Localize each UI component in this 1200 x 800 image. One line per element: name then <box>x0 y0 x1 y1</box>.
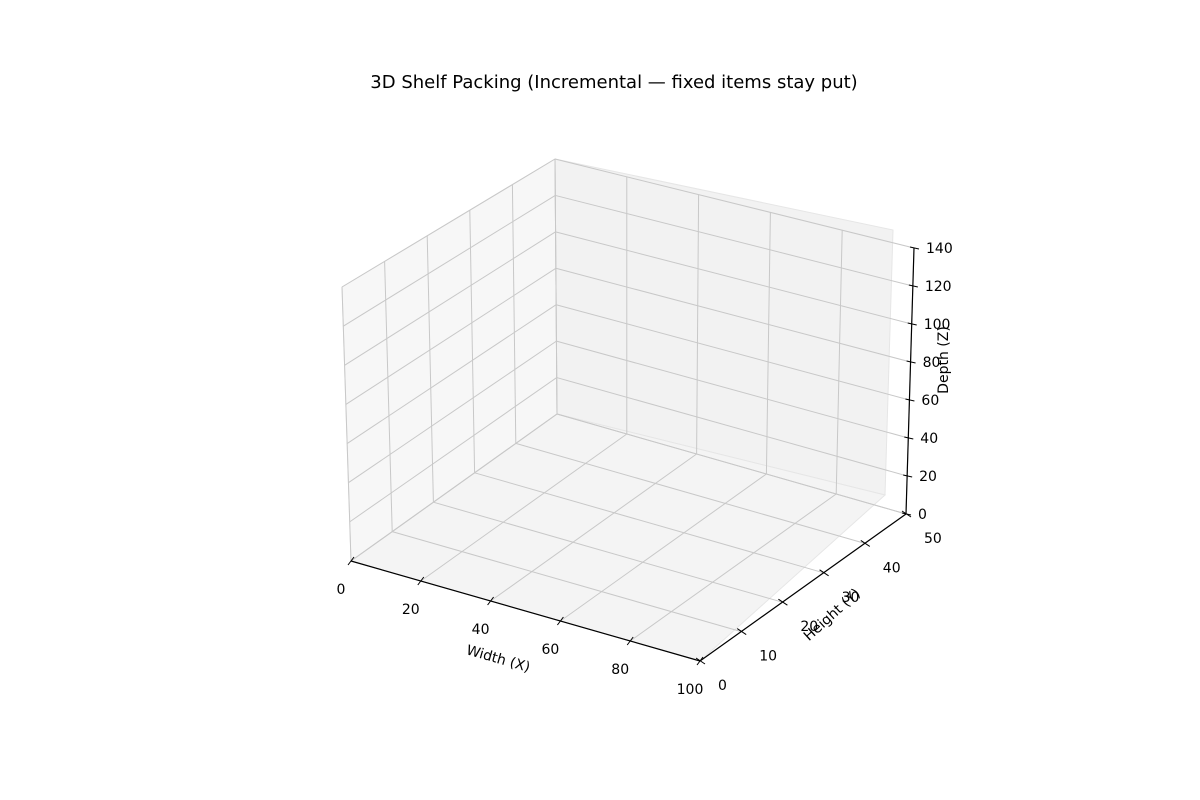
z-tick-label: 20 <box>919 469 937 485</box>
y-axis-line <box>699 513 907 662</box>
z-grid-line-back <box>556 413 907 515</box>
y-tick-label: 10 <box>759 649 777 665</box>
y-tick-mark <box>778 598 788 606</box>
y-tick-mark <box>860 539 871 547</box>
y-grid-line-side <box>341 286 352 562</box>
z-tick-label: 140 <box>926 241 953 257</box>
z-tick-mark <box>905 398 915 402</box>
z-grid-line-back <box>555 267 911 363</box>
y-tick-mark <box>736 628 747 636</box>
x-tick-mark <box>626 636 634 646</box>
y-grid-line-floor <box>515 442 865 544</box>
x-grid-line-back <box>765 212 771 475</box>
x-grid-line-floor <box>420 433 628 582</box>
y-grid-line-floor <box>392 531 742 633</box>
x-tick-label: 100 <box>677 682 704 698</box>
z-grid-line-side <box>345 267 557 405</box>
x-axis-line <box>350 560 701 662</box>
x-tick-mark <box>417 576 425 586</box>
z-tick-mark <box>903 474 913 478</box>
z-axis-line <box>905 247 915 515</box>
z-tick-mark <box>908 284 918 288</box>
z-grid-line-side <box>346 304 557 444</box>
z-tick-label: 0 <box>918 507 927 523</box>
x-tick-label: 40 <box>472 622 490 638</box>
y-grid-line-side <box>384 261 393 532</box>
y-tick-label: 0 <box>718 678 727 694</box>
axis-ticks: 0 20 40 60 80 100 0 10 20 30 40 50 0 20 40 60 80 100 120 14… <box>337 241 953 698</box>
z-grid-line-back <box>555 231 912 325</box>
z-grid-line-side <box>350 413 558 562</box>
y-grid-line-side <box>511 184 517 444</box>
x-grid-line-floor <box>490 453 697 602</box>
x-grid-line-back <box>696 194 700 455</box>
z-grid-line-side <box>344 231 556 366</box>
y-grid-line-side <box>469 210 476 473</box>
z-tick-mark <box>906 360 916 364</box>
y-grid-line-floor <box>433 501 783 603</box>
x-tick-mark <box>557 616 564 626</box>
z-grid-line-side <box>341 158 556 288</box>
y-grid-line-side <box>426 235 434 503</box>
y-tick-label: 30 <box>842 590 860 606</box>
z-tick-label: 40 <box>920 431 938 447</box>
chart-title: 3D Shelf Packing (Incremental — fixed it… <box>370 72 857 93</box>
z-tick-label: 60 <box>921 393 939 409</box>
z-grid-line-side <box>348 340 557 484</box>
x-grid-line-floor <box>629 493 837 642</box>
x-tick-label: 60 <box>541 642 559 658</box>
z-grid-line-back <box>556 304 910 401</box>
z-grid-line-back <box>554 158 915 249</box>
y-tick-label: 20 <box>800 619 818 635</box>
y-tick-mark <box>695 657 706 665</box>
z-grid-line-side <box>343 195 556 327</box>
x-tick-label: 0 <box>337 582 346 598</box>
z-tick-label: 100 <box>924 317 951 333</box>
z-tick-mark <box>901 512 912 516</box>
x-tick-mark <box>347 556 355 566</box>
y-tick-label: 40 <box>883 560 901 576</box>
z-tick-label: 120 <box>925 279 952 295</box>
x-grid-line-floor <box>560 473 767 622</box>
x-tick-label: 20 <box>402 602 420 618</box>
y-tick-label: 50 <box>924 531 942 547</box>
z-grid-line-back <box>556 377 908 477</box>
z-grid-line-side <box>349 377 558 523</box>
z-axis-label: Depth (Z) <box>936 326 952 394</box>
z-tick-mark <box>904 436 914 440</box>
axis-lines <box>350 247 915 662</box>
x-grid-line-back <box>835 230 843 495</box>
y-tick-mark <box>819 569 829 577</box>
z-grid-line-back <box>555 194 913 287</box>
y-grid-line-side <box>554 158 558 415</box>
x-tick-label: 80 <box>611 662 629 678</box>
z-grid-line-back <box>556 340 909 439</box>
y-grid-line-floor <box>474 472 824 574</box>
z-tick-mark <box>907 322 917 326</box>
x-tick-mark <box>487 596 495 606</box>
z-tick-label: 80 <box>923 355 941 371</box>
z-tick-mark <box>909 246 920 250</box>
